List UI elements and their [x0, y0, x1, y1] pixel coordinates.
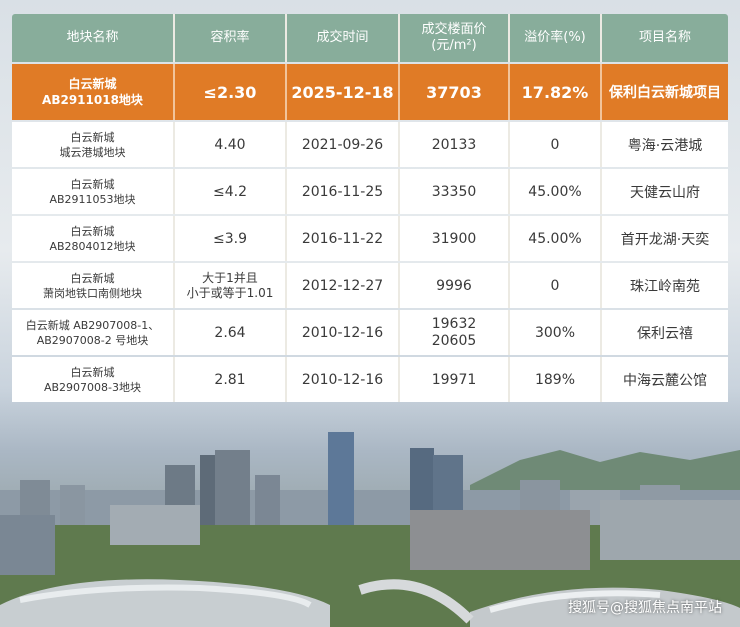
premium-rate-cell: 300%	[510, 310, 602, 355]
city-skyline-photo	[0, 432, 740, 627]
header-plot-ratio: 容积率	[175, 14, 287, 62]
deal-date-cell: 2021-09-26	[287, 122, 400, 167]
header-deal-date: 成交时间	[287, 14, 400, 62]
plot-name-cell: 白云新城 AB2911053地块	[12, 169, 175, 214]
table-row: 白云新城 AB2911053地块 ≤4.2 2016-11-25 33350 45…	[12, 169, 728, 214]
plot-ratio-cell: ≤2.30	[175, 64, 287, 120]
project-name-cell: 中海云麓公馆	[602, 357, 728, 402]
watermark: 搜狐号@搜狐焦点南平站	[568, 597, 722, 617]
plot-ratio-cell: 2.64	[175, 310, 287, 355]
header-plot-name: 地块名称	[12, 14, 175, 62]
deal-date-cell: 2010-12-16	[287, 310, 400, 355]
floor-price-cell: 19971	[400, 357, 510, 402]
plot-name-cell: 白云新城 萧岗地铁口南侧地块	[12, 263, 175, 308]
plot-ratio-cell: 2.81	[175, 357, 287, 402]
table-row: 白云新城 AB2907008-3地块 2.81 2010-12-16 19971 …	[12, 357, 728, 402]
project-name-cell: 首开龙湖·天奕	[602, 216, 728, 261]
premium-rate-cell: 45.00%	[510, 169, 602, 214]
header-floor-price: 成交楼面价 (元/m²)	[400, 14, 510, 62]
plot-name-cell: 白云新城 城云港城地块	[12, 122, 175, 167]
plot-ratio-cell: ≤4.2	[175, 169, 287, 214]
table-row-highlight: 白云新城 AB2911018地块 ≤2.30 2025-12-18 37703 1…	[12, 64, 728, 120]
project-name-cell: 保利白云新城项目	[602, 64, 728, 120]
table-row: 白云新城 萧岗地铁口南侧地块 大于1并且 小于或等于1.01 2012-12-27…	[12, 263, 728, 308]
plot-ratio-cell: ≤3.9	[175, 216, 287, 261]
floor-price-cell: 9996	[400, 263, 510, 308]
premium-rate-cell: 0	[510, 122, 602, 167]
table-row: 白云新城 AB2907008-1、 AB2907008-2 号地块 2.64 20…	[12, 310, 728, 355]
premium-rate-cell: 0	[510, 263, 602, 308]
plot-name-cell: 白云新城 AB2911018地块	[12, 64, 175, 120]
deal-date-cell: 2010-12-16	[287, 357, 400, 402]
plot-name-cell: 白云新城 AB2804012地块	[12, 216, 175, 261]
header-project-name: 项目名称	[602, 14, 728, 62]
table-row: 白云新城 AB2804012地块 ≤3.9 2016-11-22 31900 45…	[12, 216, 728, 261]
project-name-cell: 天健云山府	[602, 169, 728, 214]
floor-price-cell: 20133	[400, 122, 510, 167]
plot-ratio-cell: 4.40	[175, 122, 287, 167]
project-name-cell: 珠江岭南苑	[602, 263, 728, 308]
deal-date-cell: 2012-12-27	[287, 263, 400, 308]
header-premium-rate: 溢价率(%)	[510, 14, 602, 62]
premium-rate-cell: 17.82%	[510, 64, 602, 120]
project-name-cell: 保利云禧	[602, 310, 728, 355]
project-name-cell: 粤海·云港城	[602, 122, 728, 167]
watermark-text: 搜狐号@搜狐焦点南平站	[568, 600, 722, 616]
floor-price-cell: 33350	[400, 169, 510, 214]
table-header-row: 地块名称 容积率 成交时间 成交楼面价 (元/m²) 溢价率(%) 项目名称	[12, 14, 728, 62]
premium-rate-cell: 189%	[510, 357, 602, 402]
deal-date-cell: 2025-12-18	[287, 64, 400, 120]
plot-ratio-cell: 大于1并且 小于或等于1.01	[175, 263, 287, 308]
floor-price-cell: 37703	[400, 64, 510, 120]
plot-name-cell: 白云新城 AB2907008-3地块	[12, 357, 175, 402]
premium-rate-cell: 45.00%	[510, 216, 602, 261]
floor-price-cell: 19632 20605	[400, 310, 510, 355]
deal-date-cell: 2016-11-22	[287, 216, 400, 261]
deal-date-cell: 2016-11-25	[287, 169, 400, 214]
table-row: 白云新城 城云港城地块 4.40 2021-09-26 20133 0 粤海·云港…	[12, 122, 728, 167]
plot-name-cell: 白云新城 AB2907008-1、 AB2907008-2 号地块	[12, 310, 175, 355]
floor-price-cell: 31900	[400, 216, 510, 261]
